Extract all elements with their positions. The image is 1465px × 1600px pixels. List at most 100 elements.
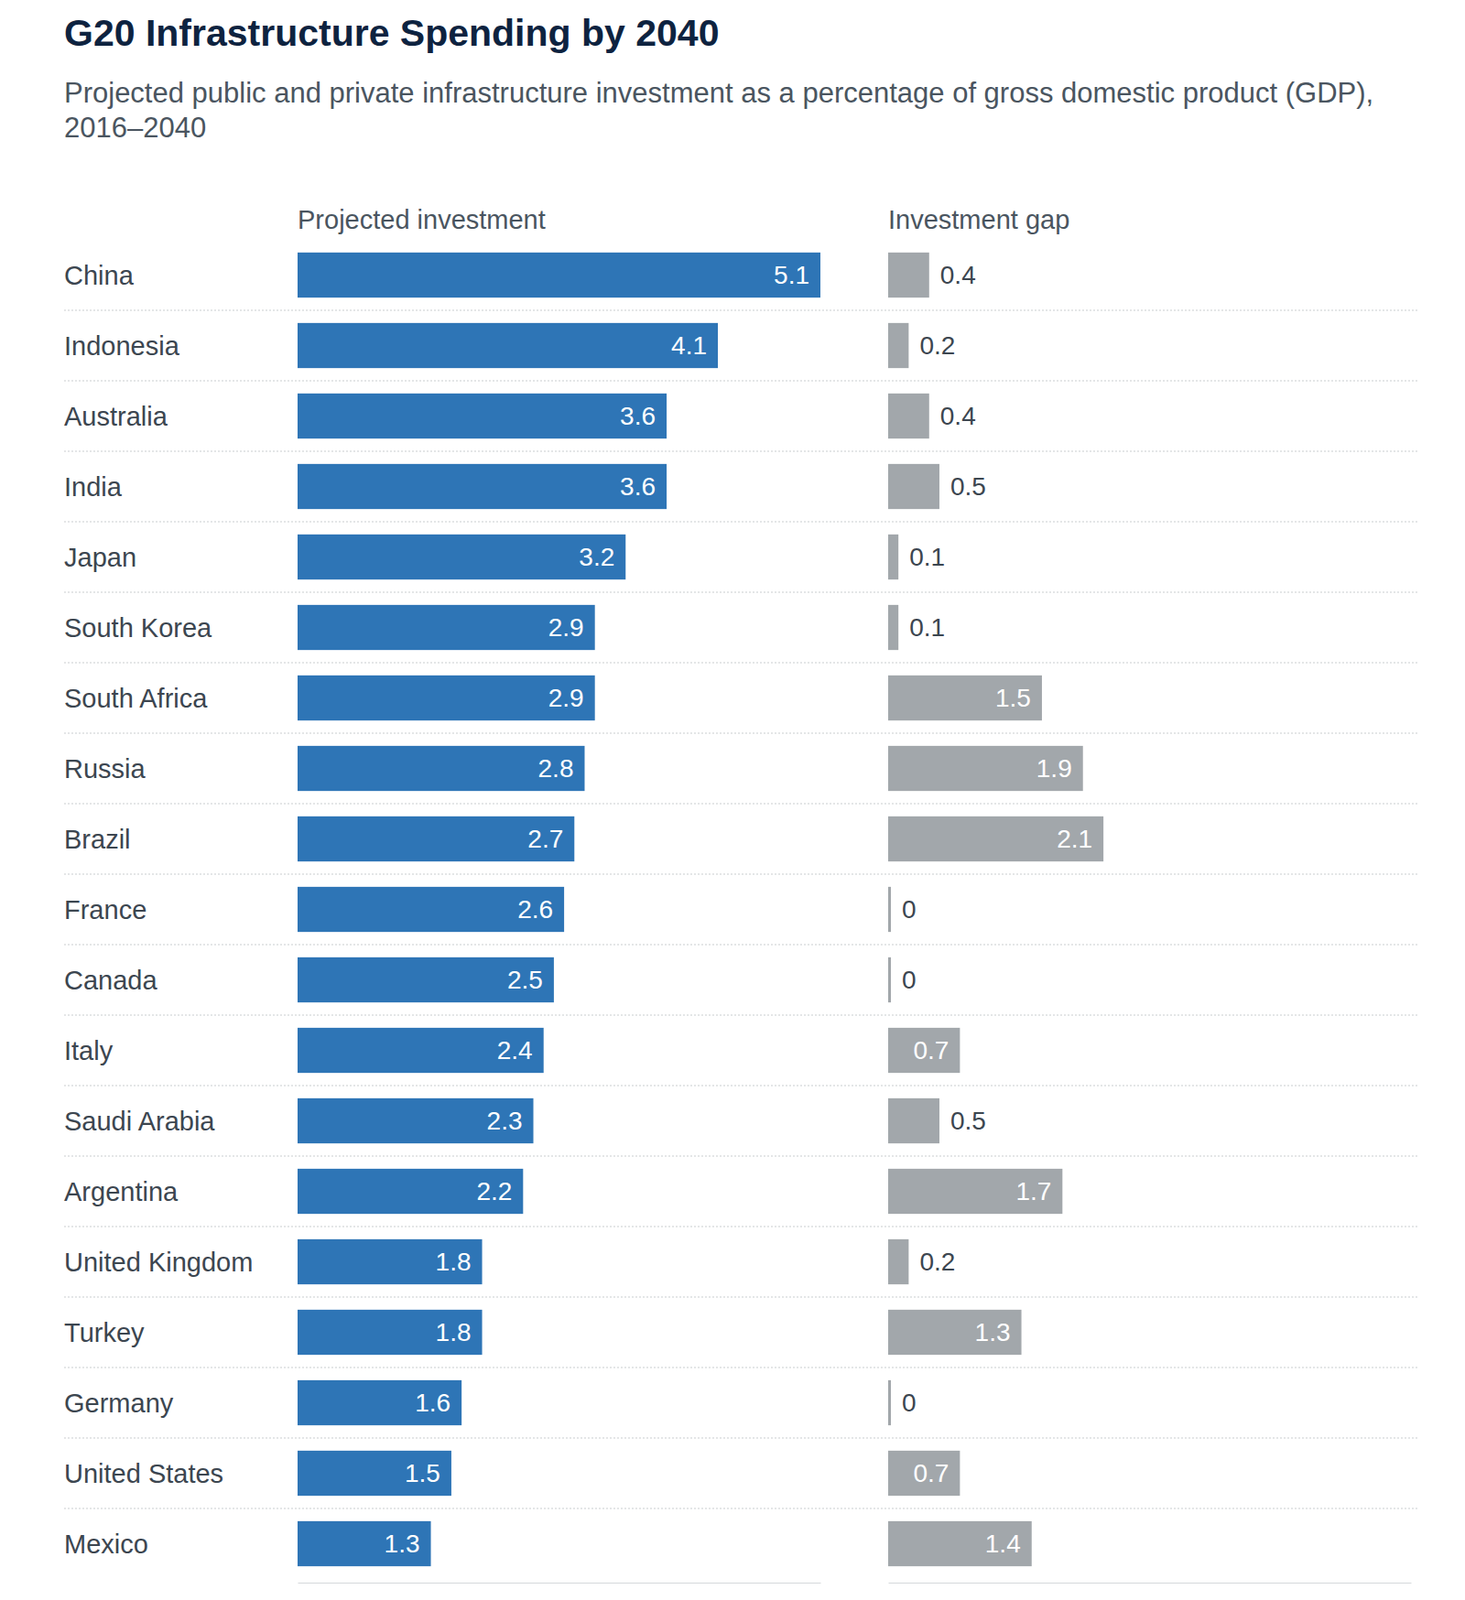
data-label: 3.6 <box>619 401 656 431</box>
data-label: 4.1 <box>671 331 707 360</box>
category-label: Argentina <box>64 1177 179 1207</box>
bar <box>297 534 626 580</box>
data-labels: 0.40.20.40.50.10.11.51.92.1000.70.51.70.… <box>901 260 1093 1559</box>
category-label: Canada <box>64 965 158 996</box>
data-label: 0.7 <box>912 1036 949 1065</box>
data-label: 1.8 <box>435 1318 472 1347</box>
category-label: Saudi Arabia <box>64 1106 216 1137</box>
data-label: 2.1 <box>1056 824 1093 854</box>
data-label: 2.3 <box>487 1106 523 1136</box>
row-separator <box>64 944 1420 945</box>
category-label: South Korea <box>64 613 213 643</box>
category-label: Brazil <box>64 824 131 855</box>
bar <box>297 323 718 369</box>
subtitle-line: Projected public and private infrastruct… <box>64 76 1374 109</box>
bar <box>888 534 899 580</box>
bar <box>297 393 667 439</box>
bar <box>888 1380 891 1426</box>
category-label: Australia <box>64 401 169 432</box>
row-separator <box>64 1437 1420 1439</box>
data-label: 1.5 <box>404 1459 441 1488</box>
row-separator <box>64 591 1420 593</box>
bar <box>297 746 585 792</box>
category-label: Italy <box>64 1036 114 1066</box>
data-label: 2.9 <box>548 683 585 713</box>
data-label: 2.2 <box>476 1177 512 1206</box>
data-label: 5.1 <box>773 260 810 290</box>
bar <box>888 393 930 439</box>
bars <box>888 252 1104 1567</box>
data-label: 0.5 <box>950 472 987 501</box>
bar <box>297 1028 544 1074</box>
bar <box>297 816 575 862</box>
row-separator <box>64 1014 1420 1016</box>
bar <box>888 1451 960 1497</box>
category-label: United Kingdom <box>64 1247 253 1278</box>
row-separator <box>64 1296 1420 1298</box>
row-separator <box>64 1085 1420 1086</box>
data-label: 0 <box>901 895 917 924</box>
data-label: 0 <box>901 1389 917 1418</box>
data-label: 2.5 <box>507 965 543 995</box>
data-label: 2.6 <box>517 895 554 924</box>
row-separator <box>64 520 1420 522</box>
axis-line <box>889 1583 1412 1585</box>
row-separator <box>64 309 1420 311</box>
bars <box>297 252 821 1567</box>
bar <box>297 1451 452 1497</box>
data-label: 0.1 <box>909 613 945 642</box>
data-label: 1.9 <box>1036 754 1073 783</box>
bar <box>888 1028 960 1074</box>
x-axis <box>889 1583 1412 1585</box>
category-label: Russia <box>64 754 147 784</box>
bar <box>888 1239 909 1285</box>
category-label: Japan <box>64 542 137 573</box>
bar <box>888 675 1042 721</box>
data-label: 1.8 <box>435 1247 472 1277</box>
data-label: 0.5 <box>950 1106 987 1136</box>
row-separator <box>64 1508 1420 1509</box>
data-label: 0.7 <box>912 1459 949 1488</box>
bar <box>888 252 930 298</box>
bar <box>297 675 596 721</box>
bar <box>297 887 565 933</box>
category-label: India <box>64 472 123 502</box>
bar <box>297 605 596 651</box>
category-label: United States <box>64 1459 224 1489</box>
data-label: 0.2 <box>919 1247 955 1277</box>
bar <box>297 1310 483 1356</box>
bar <box>297 1380 462 1426</box>
data-label: 2.7 <box>527 824 564 854</box>
bar <box>297 1521 432 1567</box>
row-separator <box>64 1155 1420 1157</box>
title: G20 Infrastructure Spending by 2040 <box>64 11 719 55</box>
data-label: 1.6 <box>414 1389 451 1418</box>
bar <box>888 1310 1022 1356</box>
bar <box>297 252 821 298</box>
data-label: 0.4 <box>940 401 977 431</box>
data-label: 2.4 <box>497 1036 533 1065</box>
data-label: 3.2 <box>578 542 615 572</box>
row-separator <box>64 1367 1420 1368</box>
bar <box>297 464 667 510</box>
category-label: Indonesia <box>64 331 181 361</box>
panel-title: Projected investment <box>297 205 546 235</box>
row-separator <box>64 1226 1420 1227</box>
data-label: 0.1 <box>909 542 945 572</box>
data-label: 0.4 <box>940 260 977 290</box>
row-separator <box>64 803 1420 804</box>
bar <box>888 746 1084 792</box>
bar <box>297 1098 534 1144</box>
category-label: Germany <box>64 1389 174 1419</box>
data-label: 0 <box>901 965 917 995</box>
axis-line <box>298 1583 822 1585</box>
bar <box>297 1169 523 1215</box>
row-separator <box>64 661 1420 663</box>
category-labels: ChinaIndonesiaAustraliaIndiaJapanSouth K… <box>64 260 253 1560</box>
data-label: 3.6 <box>619 472 656 501</box>
subtitle: Projected public and private infrastruct… <box>64 76 1374 144</box>
data-label: 1.3 <box>384 1530 421 1559</box>
bar <box>888 1098 940 1144</box>
bar <box>888 1521 1032 1567</box>
category-label: Turkey <box>64 1318 145 1348</box>
